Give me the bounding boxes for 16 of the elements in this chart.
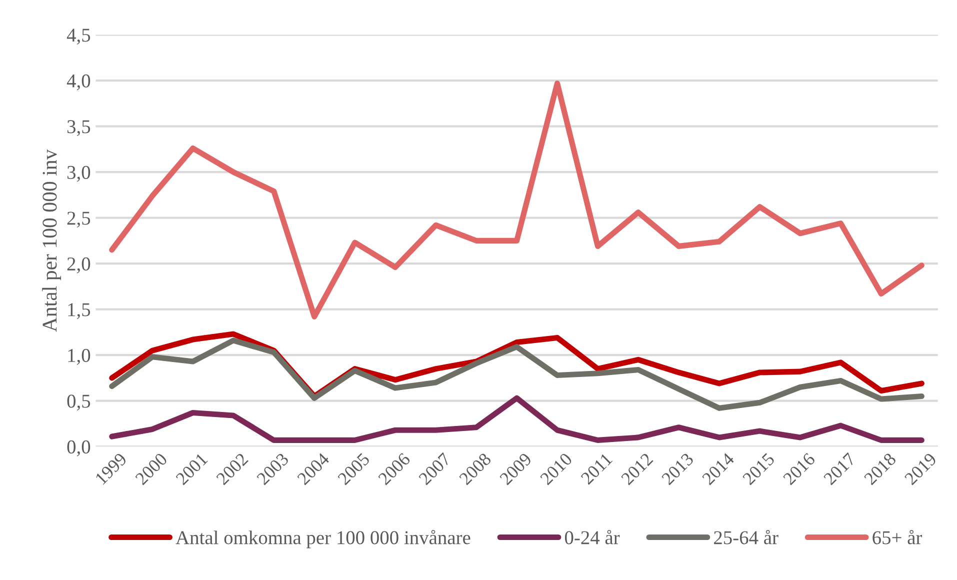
y-tick-label: 0,5 — [67, 394, 90, 411]
x-tick-label: 2011 — [580, 452, 613, 485]
y-tick-label: 4,0 — [66, 74, 90, 90]
y-tick-label: 0,0 — [67, 440, 90, 456]
legend-label: 25-64 år — [714, 530, 778, 544]
y-tick-label: 2,5 — [67, 212, 90, 228]
y-tick-label: 1,0 — [68, 348, 90, 365]
legend-label: Antal omkomna per 100 000 invånare — [176, 530, 470, 548]
y-tick-label: 3,0 — [67, 166, 90, 182]
y-tick-label: 3,5 — [67, 120, 90, 136]
y-tick-label: 1,5 — [68, 303, 90, 320]
y-tick-label: 4,5 — [66, 28, 90, 45]
legend-label: 65+ år — [872, 530, 922, 544]
y-tick-label: 2,0 — [67, 257, 90, 274]
y-axis-title: Antal per 100 000 inv — [42, 149, 61, 332]
legend-label: 0-24 år — [564, 530, 620, 544]
